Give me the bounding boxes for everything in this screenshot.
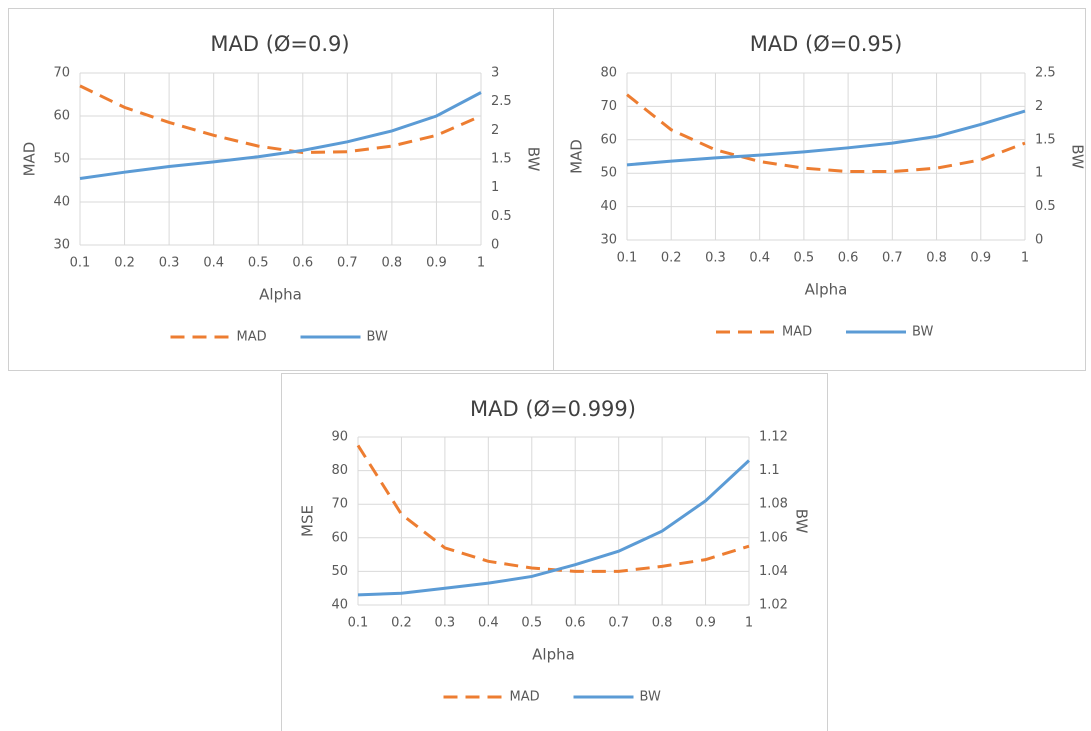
y-tick-label: 50 <box>53 152 70 167</box>
y2-tick-label: 2.5 <box>491 94 512 109</box>
y-tick-label: 50 <box>600 166 617 181</box>
x-tick-label: 0.7 <box>337 256 358 271</box>
chart-title: MAD (Ø=0.9) <box>210 32 349 56</box>
legend-label: MAD <box>510 690 540 705</box>
y-tick-label: 80 <box>331 463 348 478</box>
y-axis-label: MAD <box>21 142 39 177</box>
x-tick-label: 0.1 <box>70 256 91 271</box>
x-tick-label: 0.5 <box>521 616 542 631</box>
y-axis-label: MAD <box>568 139 586 174</box>
x-tick-label: 0.2 <box>114 256 135 271</box>
x-tick-label: 0.9 <box>970 251 991 266</box>
x-tick-label: 0.4 <box>749 251 770 266</box>
y2-tick-label: 1.5 <box>491 152 512 167</box>
y2-axis-label: BW <box>1069 144 1087 169</box>
series-line <box>79 91 482 180</box>
legend-label: BW <box>912 325 933 340</box>
x-tick-label: 0.3 <box>435 616 456 631</box>
x-axis-label: Alpha <box>805 281 848 299</box>
x-tick-label: 1 <box>477 256 485 271</box>
y2-tick-label: 2 <box>1035 99 1043 114</box>
y-tick-label: 40 <box>53 195 70 210</box>
y2-tick-label: 0 <box>1035 233 1043 248</box>
x-tick-label: 0.1 <box>348 616 369 631</box>
x-tick-label: 0.6 <box>565 616 586 631</box>
y-tick-label: 30 <box>53 238 70 253</box>
series-line <box>357 459 751 597</box>
y2-tick-label: 3 <box>491 66 499 81</box>
series-line <box>626 109 1026 167</box>
x-tick-label: 1 <box>745 616 753 631</box>
x-tick-label: 0.8 <box>926 251 947 266</box>
x-axis-label: Alpha <box>532 646 575 664</box>
x-tick-label: 0.3 <box>705 251 726 266</box>
y2-tick-label: 1 <box>1035 166 1043 181</box>
legend-label: BW <box>367 330 388 345</box>
y2-tick-label: 1.04 <box>759 564 788 579</box>
x-tick-label: 0.5 <box>248 256 269 271</box>
panel <box>8 8 554 371</box>
y2-tick-label: 1.02 <box>759 598 788 613</box>
y2-tick-label: 2.5 <box>1035 66 1056 81</box>
legend-label: MAD <box>782 325 812 340</box>
y-tick-label: 70 <box>53 66 70 81</box>
y-tick-label: 70 <box>600 99 617 114</box>
legend-label: MAD <box>237 330 267 345</box>
y-tick-label: 40 <box>331 598 348 613</box>
series-line <box>79 84 482 155</box>
y2-tick-label: 0.5 <box>1035 199 1056 214</box>
y-axis-label: MSE <box>299 505 317 537</box>
y-tick-label: 90 <box>331 430 348 445</box>
y-tick-label: 30 <box>600 233 617 248</box>
x-tick-label: 0.4 <box>478 616 499 631</box>
x-tick-label: 0.4 <box>203 256 224 271</box>
x-tick-label: 1 <box>1021 251 1029 266</box>
y2-tick-label: 1 <box>491 180 499 195</box>
x-tick-label: 0.8 <box>382 256 403 271</box>
y2-tick-label: 0 <box>491 238 499 253</box>
x-tick-label: 0.6 <box>838 251 859 266</box>
x-tick-label: 0.2 <box>661 251 682 266</box>
x-tick-label: 0.8 <box>652 616 673 631</box>
x-axis-label: Alpha <box>259 286 302 304</box>
y2-axis-label: BW <box>525 147 543 172</box>
y2-tick-label: 1.5 <box>1035 132 1056 147</box>
x-tick-label: 0.5 <box>794 251 815 266</box>
y-tick-label: 70 <box>331 497 348 512</box>
y-tick-label: 60 <box>600 132 617 147</box>
y-tick-label: 50 <box>331 564 348 579</box>
y2-tick-label: 1.12 <box>759 430 788 445</box>
x-tick-label: 0.6 <box>292 256 313 271</box>
y2-tick-label: 1.08 <box>759 497 788 512</box>
y2-axis-label: BW <box>793 509 811 534</box>
y-tick-label: 40 <box>600 199 617 214</box>
x-tick-label: 0.3 <box>159 256 180 271</box>
x-tick-label: 0.7 <box>608 616 629 631</box>
y2-tick-label: 1.06 <box>759 530 788 545</box>
chart-title: MAD (Ø=0.999) <box>470 397 636 421</box>
legend-label: BW <box>640 690 661 705</box>
y2-tick-label: 1.1 <box>759 463 780 478</box>
panel <box>553 8 1086 371</box>
x-tick-label: 0.9 <box>695 616 716 631</box>
x-tick-label: 0.9 <box>426 256 447 271</box>
panel <box>281 373 828 731</box>
y2-tick-label: 2 <box>491 123 499 138</box>
y2-tick-label: 0.5 <box>491 209 512 224</box>
y-tick-label: 80 <box>600 66 617 81</box>
x-tick-label: 0.7 <box>882 251 903 266</box>
x-tick-label: 0.2 <box>391 616 412 631</box>
y-tick-label: 60 <box>331 530 348 545</box>
x-tick-label: 0.1 <box>617 251 638 266</box>
chart-title: MAD (Ø=0.95) <box>750 32 903 56</box>
y-tick-label: 60 <box>53 109 70 124</box>
